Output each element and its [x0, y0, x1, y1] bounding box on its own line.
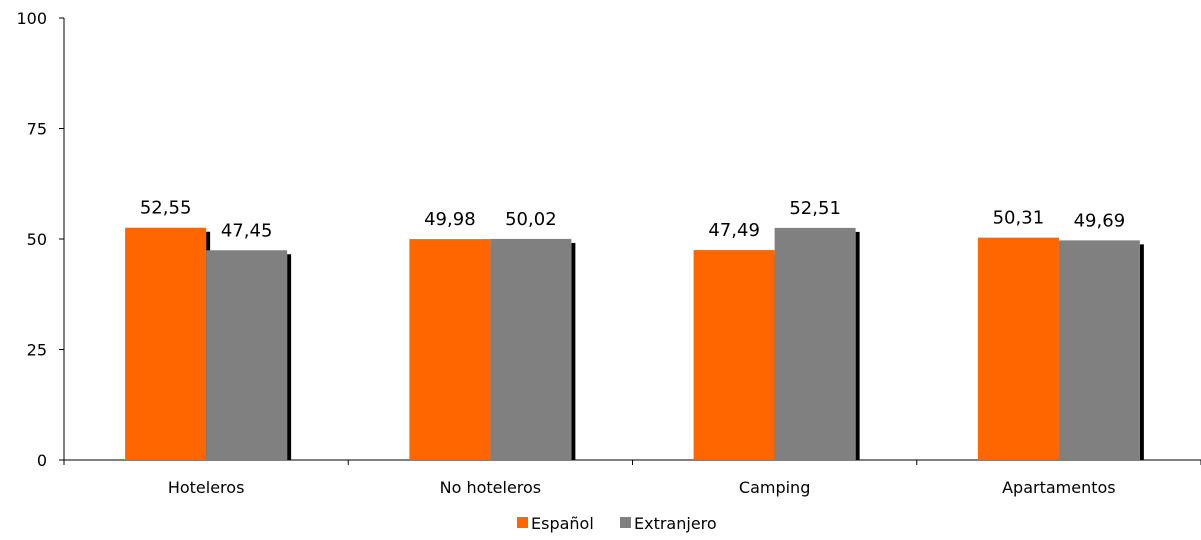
bar-espanol [125, 227, 207, 460]
bar-extranjero [490, 238, 572, 460]
bar-extranjero [206, 250, 288, 460]
bar-extranjero [774, 227, 856, 460]
data-label: 50,02 [505, 209, 557, 230]
bar-shadow [287, 254, 292, 460]
bar-espanol [409, 239, 491, 460]
category-label: Hoteleros [168, 478, 245, 497]
bar-shadow [1139, 244, 1144, 460]
y-tick-label: 50 [27, 230, 47, 249]
data-label: 52,51 [789, 198, 841, 219]
data-label: 47,49 [708, 220, 760, 241]
category-label: Apartamentos [1002, 478, 1116, 497]
bar-shadow [855, 231, 860, 460]
y-tick-label: 25 [27, 341, 47, 360]
legend-entry: Español [531, 514, 594, 533]
bar-extranjero [1058, 240, 1140, 460]
bar-espanol [977, 237, 1059, 460]
y-tick-label: 75 [27, 120, 47, 139]
y-tick-label: 0 [37, 451, 47, 470]
data-label: 50,31 [993, 208, 1045, 229]
category-label: No hoteleros [440, 478, 542, 497]
legend: Español Extranjero [517, 514, 717, 533]
bar-shadow [571, 242, 576, 460]
bar-espanol [693, 250, 775, 460]
data-label: 47,45 [221, 220, 273, 241]
labels: 52,55 47,45 Hoteleros 49,98 50,02 No hotelero… [140, 198, 1125, 497]
legend-entry: Extranjero [634, 514, 717, 533]
legend-swatch [620, 517, 631, 528]
data-label: 49,98 [424, 209, 476, 230]
bars [125, 227, 1144, 460]
data-label: 49,69 [1074, 210, 1126, 231]
category-label: Camping [739, 478, 810, 497]
y-tick-label: 100 [16, 9, 47, 28]
data-label: 52,55 [140, 198, 192, 219]
legend-swatch [517, 517, 528, 528]
